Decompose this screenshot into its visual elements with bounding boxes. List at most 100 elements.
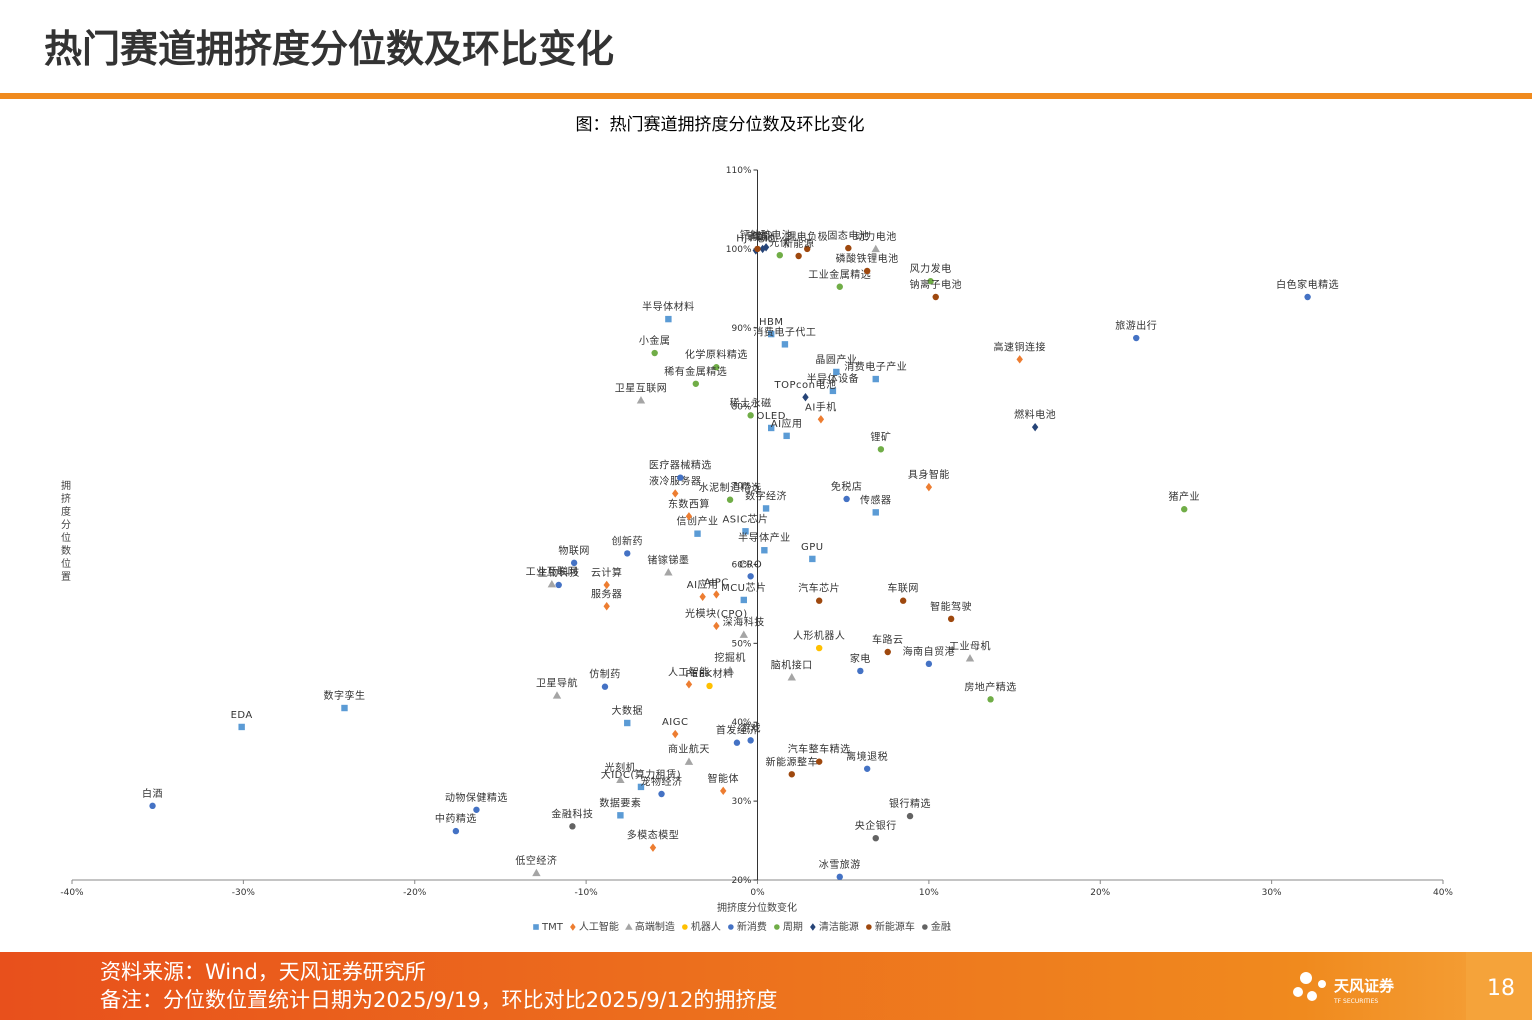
- point: [238, 723, 245, 731]
- legend-marker: [922, 924, 928, 930]
- point-label: 锗镓锑墨: [647, 553, 689, 566]
- legend-label: 新能源车: [875, 920, 915, 933]
- point-label: 半导体设备: [807, 372, 860, 385]
- point-label: 家电: [850, 652, 871, 665]
- point: [651, 349, 658, 357]
- point-label: 消费电子产业: [844, 360, 907, 373]
- legend-item: 新能源车: [866, 920, 915, 933]
- point: [815, 597, 823, 604]
- point-label: 车联网: [887, 582, 919, 595]
- point-label: 动力电池: [855, 230, 897, 243]
- y-tick-label: 50%: [731, 639, 751, 649]
- point-label: 高速铜连接: [993, 340, 1046, 353]
- point: [747, 573, 754, 580]
- point: [665, 315, 672, 323]
- point: [636, 396, 646, 404]
- point: [685, 680, 693, 689]
- point-label: AIGC: [662, 717, 689, 728]
- legend-item: 金融: [922, 920, 951, 933]
- legend-marker: [570, 923, 576, 931]
- point: [872, 375, 879, 383]
- legend-marker: [682, 924, 688, 930]
- point-label: 金融科技: [551, 807, 593, 820]
- x-tick-label: 0%: [750, 888, 765, 898]
- point-label: 信创产业: [677, 515, 719, 528]
- point-label: 宠物经济: [641, 775, 683, 788]
- legend-label: 机器人: [691, 920, 721, 933]
- point-label: 深海科技: [723, 616, 765, 629]
- point-label: 光模块(CPO): [685, 607, 748, 620]
- point-label: 半导体材料: [642, 300, 695, 313]
- point: [899, 597, 907, 604]
- point: [672, 489, 679, 498]
- legend-item: 清洁能源: [810, 920, 859, 933]
- point-label: 央企银行: [855, 819, 897, 832]
- point-label: 钙钛矿电池: [740, 228, 793, 241]
- point-label: 锂电负极: [786, 230, 828, 243]
- x-tick-label: 10%: [919, 888, 939, 898]
- point-label: 稀有金属精选: [664, 365, 727, 378]
- point-label: 液冷服务器: [649, 474, 702, 487]
- point: [149, 802, 156, 810]
- logo-text: 天风证券: [1334, 977, 1395, 995]
- point: [836, 873, 843, 881]
- point-label: 汽车芯片: [798, 582, 840, 595]
- y-tick-label: 70%: [731, 482, 751, 492]
- y-tick-label: 30%: [731, 797, 751, 807]
- legend-item: 新消费: [728, 920, 767, 933]
- point: [685, 512, 693, 521]
- point: [857, 667, 864, 675]
- point-label: 铜箔: [747, 230, 768, 243]
- point: [740, 596, 747, 604]
- point-label: 人工智能: [668, 665, 710, 678]
- point-label: 智能体: [707, 772, 739, 785]
- point-label: 银行精选: [889, 797, 931, 810]
- point: [863, 267, 871, 275]
- x-tick-label: -30%: [232, 888, 256, 898]
- point-label: 风力发电: [910, 262, 952, 275]
- point: [833, 368, 840, 376]
- point-label: 燃料电池: [1014, 408, 1056, 421]
- point-label: EDA: [231, 710, 253, 721]
- point: [783, 432, 790, 440]
- point: [713, 621, 720, 631]
- point-label: 半导体产业: [738, 531, 791, 544]
- point: [802, 393, 809, 402]
- point-label: 生物科技: [538, 566, 580, 579]
- title-rule: [0, 93, 1532, 99]
- point-label: 新能源整车: [766, 755, 819, 768]
- point: [871, 244, 880, 253]
- point: [768, 424, 775, 432]
- legend-marker: [810, 923, 816, 931]
- point: [473, 806, 480, 813]
- point: [672, 729, 679, 739]
- legend-label: 金融: [931, 920, 951, 933]
- point-label: 新能源: [783, 237, 815, 250]
- point: [603, 580, 610, 590]
- point: [788, 771, 795, 778]
- point-label: 化学原料精选: [685, 348, 748, 361]
- point: [815, 644, 823, 652]
- point-label: 数据要素: [599, 796, 641, 809]
- point: [906, 812, 914, 820]
- point: [1016, 355, 1023, 364]
- point: [987, 696, 994, 703]
- point-label: AI应用: [771, 417, 803, 430]
- page-box: [1466, 952, 1532, 1020]
- legend-item: TMT: [533, 922, 564, 933]
- y-tick-label: 60%: [731, 560, 751, 570]
- point: [1304, 293, 1311, 301]
- page-number: 18: [1487, 976, 1515, 1001]
- y-tick-label: 40%: [731, 718, 751, 728]
- legend-item: 机器人: [682, 920, 721, 933]
- point-label: 卫星互联网: [615, 382, 668, 394]
- point: [699, 592, 706, 601]
- point-label: 医疗器械精选: [649, 459, 712, 472]
- point: [1181, 506, 1188, 513]
- y-tick-label: 90%: [731, 324, 751, 334]
- point: [863, 765, 871, 772]
- legend-label: 人工智能: [579, 920, 619, 933]
- point-label: 物联网: [558, 544, 590, 557]
- point: [569, 823, 576, 830]
- point: [725, 665, 735, 674]
